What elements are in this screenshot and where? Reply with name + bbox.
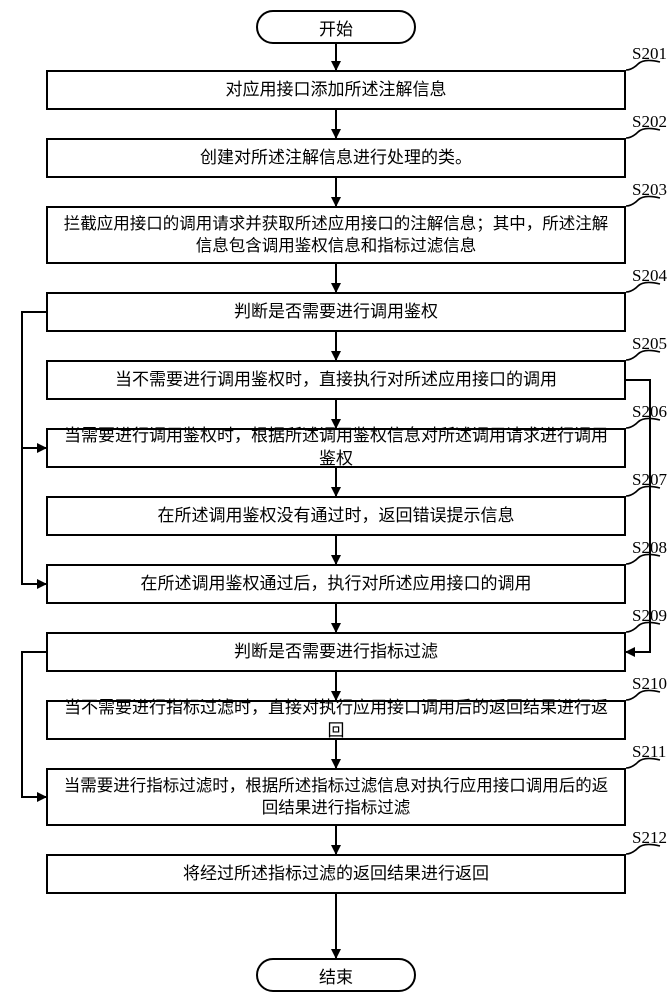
step-label-s209: S209 <box>632 606 667 626</box>
terminator-start-text: 开始 <box>319 15 353 40</box>
step-s207: 在所述调用鉴权没有通过时，返回错误提示信息 <box>46 496 626 536</box>
step-s206: 当需要进行调用鉴权时，根据所述调用鉴权信息对所述调用请求进行调用鉴权 <box>46 428 626 468</box>
step-label-s205: S205 <box>632 334 667 354</box>
step-text: 判断是否需要进行调用鉴权 <box>234 301 438 324</box>
step-s208: 在所述调用鉴权通过后，执行对所述应用接口的调用 <box>46 564 626 604</box>
step-s209: 判断是否需要进行指标过滤 <box>46 632 626 672</box>
step-text: 当不需要进行调用鉴权时，直接执行对所述应用接口的调用 <box>115 369 557 392</box>
step-text: 拦截应用接口的调用请求并获取所述应用接口的注解信息；其中，所述注解信息包含调用鉴… <box>58 213 614 258</box>
step-text: 对应用接口添加所述注解信息 <box>226 79 447 102</box>
terminator-end-text: 结束 <box>319 963 353 988</box>
branch-route-left <box>22 312 46 448</box>
terminator-end: 结束 <box>256 958 416 992</box>
step-label-s207: S207 <box>632 470 667 490</box>
step-text: 在所述调用鉴权通过后，执行对所述应用接口的调用 <box>141 573 532 596</box>
flowchart-canvas: 开始 结束 对应用接口添加所述注解信息 S201 创建对所述注解信息进行处理的类。 S… <box>0 0 672 1000</box>
step-text: 当不需要进行指标过滤时，直接对执行应用接口调用后的返回结果进行返回 <box>58 697 614 743</box>
branch-route-left <box>22 652 46 797</box>
step-s212: 将经过所述指标过滤的返回结果进行返回 <box>46 854 626 894</box>
step-s210: 当不需要进行指标过滤时，直接对执行应用接口调用后的返回结果进行返回 <box>46 700 626 740</box>
step-label-s206: S206 <box>632 402 667 422</box>
terminator-start: 开始 <box>256 10 416 44</box>
step-label-s211: S211 <box>632 742 666 762</box>
step-label-s202: S202 <box>632 112 667 132</box>
step-label-s208: S208 <box>632 538 667 558</box>
step-s205: 当不需要进行调用鉴权时，直接执行对所述应用接口的调用 <box>46 360 626 400</box>
step-s203: 拦截应用接口的调用请求并获取所述应用接口的注解信息；其中，所述注解信息包含调用鉴… <box>46 206 626 264</box>
step-label-s212: S212 <box>632 828 667 848</box>
branch-route-left <box>22 448 46 584</box>
step-label-s203: S203 <box>632 180 667 200</box>
step-text: 判断是否需要进行指标过滤 <box>234 641 438 664</box>
step-text: 将经过所述指标过滤的返回结果进行返回 <box>183 863 489 886</box>
step-text: 在所述调用鉴权没有通过时，返回错误提示信息 <box>158 505 515 528</box>
step-text: 当需要进行调用鉴权时，根据所述调用鉴权信息对所述调用请求进行调用鉴权 <box>58 425 614 471</box>
step-text: 当需要进行指标过滤时，根据所述指标过滤信息对执行应用接口调用后的返回结果进行指标… <box>58 775 614 820</box>
step-label-s201: S201 <box>632 44 667 64</box>
step-s204: 判断是否需要进行调用鉴权 <box>46 292 626 332</box>
step-s202: 创建对所述注解信息进行处理的类。 <box>46 138 626 178</box>
step-text: 创建对所述注解信息进行处理的类。 <box>200 147 472 170</box>
step-label-s210: S210 <box>632 674 667 694</box>
step-s211: 当需要进行指标过滤时，根据所述指标过滤信息对执行应用接口调用后的返回结果进行指标… <box>46 768 626 826</box>
step-s201: 对应用接口添加所述注解信息 <box>46 70 626 110</box>
step-label-s204: S204 <box>632 266 667 286</box>
